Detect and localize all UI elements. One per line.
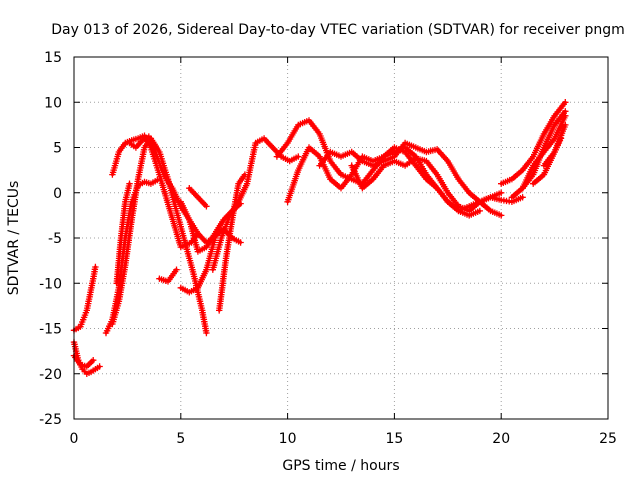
y-tick-label: 5 <box>53 141 62 157</box>
x-tick-label: 20 <box>492 431 510 447</box>
y-tick-label: -10 <box>39 276 62 292</box>
y-tick-label: 0 <box>53 186 62 202</box>
plus-marker <box>562 121 569 129</box>
plus-marker <box>203 203 210 210</box>
plus-marker <box>498 189 505 196</box>
plus-marker <box>92 263 99 271</box>
plus-marker <box>211 234 219 242</box>
plus-marker <box>476 207 483 215</box>
plus-marker <box>241 171 249 178</box>
x-tick-label: 0 <box>70 431 79 447</box>
x-tick-label: 10 <box>279 431 297 447</box>
plus-marker <box>562 99 569 106</box>
series-arc-3 <box>70 263 99 334</box>
plus-marker <box>90 357 97 364</box>
y-tick-label: -20 <box>39 367 62 383</box>
series-arc-23 <box>540 135 565 169</box>
series-arc-7 <box>113 180 133 287</box>
series-arc-19 <box>498 99 569 187</box>
grid <box>74 57 608 419</box>
plus-marker <box>519 194 526 201</box>
series-line <box>275 118 503 213</box>
plus-marker <box>96 363 103 370</box>
axis-ticks: 0 5 10 15 20 25 -25 -20 -15 -10 -5 0 5 10 15 <box>39 50 617 447</box>
series-arc-16 <box>273 117 505 215</box>
y-tick-label: 15 <box>44 50 62 66</box>
plus-marker <box>295 153 302 160</box>
plus-marker <box>154 176 161 184</box>
x-axis-title: GPS time / hours <box>282 458 399 474</box>
chart-title: Day 013 of 2026, Sidereal Day-to-day VTE… <box>51 22 625 38</box>
y-tick-label: 10 <box>44 95 62 111</box>
y-tick-label: -15 <box>39 322 62 338</box>
plus-marker <box>173 266 180 273</box>
y-axis-title: SDTVAR / TECUs <box>6 181 22 296</box>
plus-marker <box>237 239 244 246</box>
series-arc-21 <box>519 112 569 192</box>
plus-marker <box>557 135 565 142</box>
series-arc-12 <box>186 185 210 210</box>
series-arc-18 <box>348 155 526 215</box>
series-arc-4 <box>102 176 161 337</box>
x-tick-label: 25 <box>599 431 617 447</box>
plus-marker <box>562 112 569 119</box>
y-tick-label: -25 <box>39 412 62 428</box>
plus-marker <box>203 329 210 337</box>
series-arc-14 <box>216 171 249 314</box>
plus-marker <box>126 180 133 187</box>
series-arc-9 <box>156 266 180 285</box>
plot-frame <box>73 56 609 420</box>
x-tick-label: 15 <box>385 431 403 447</box>
y-tick-label: -5 <box>48 231 62 247</box>
series-arc-2 <box>70 352 97 370</box>
plus-marker <box>498 212 505 219</box>
series-arc-11 <box>177 234 219 296</box>
data-series <box>70 99 569 377</box>
x-tick-label: 5 <box>176 431 185 447</box>
